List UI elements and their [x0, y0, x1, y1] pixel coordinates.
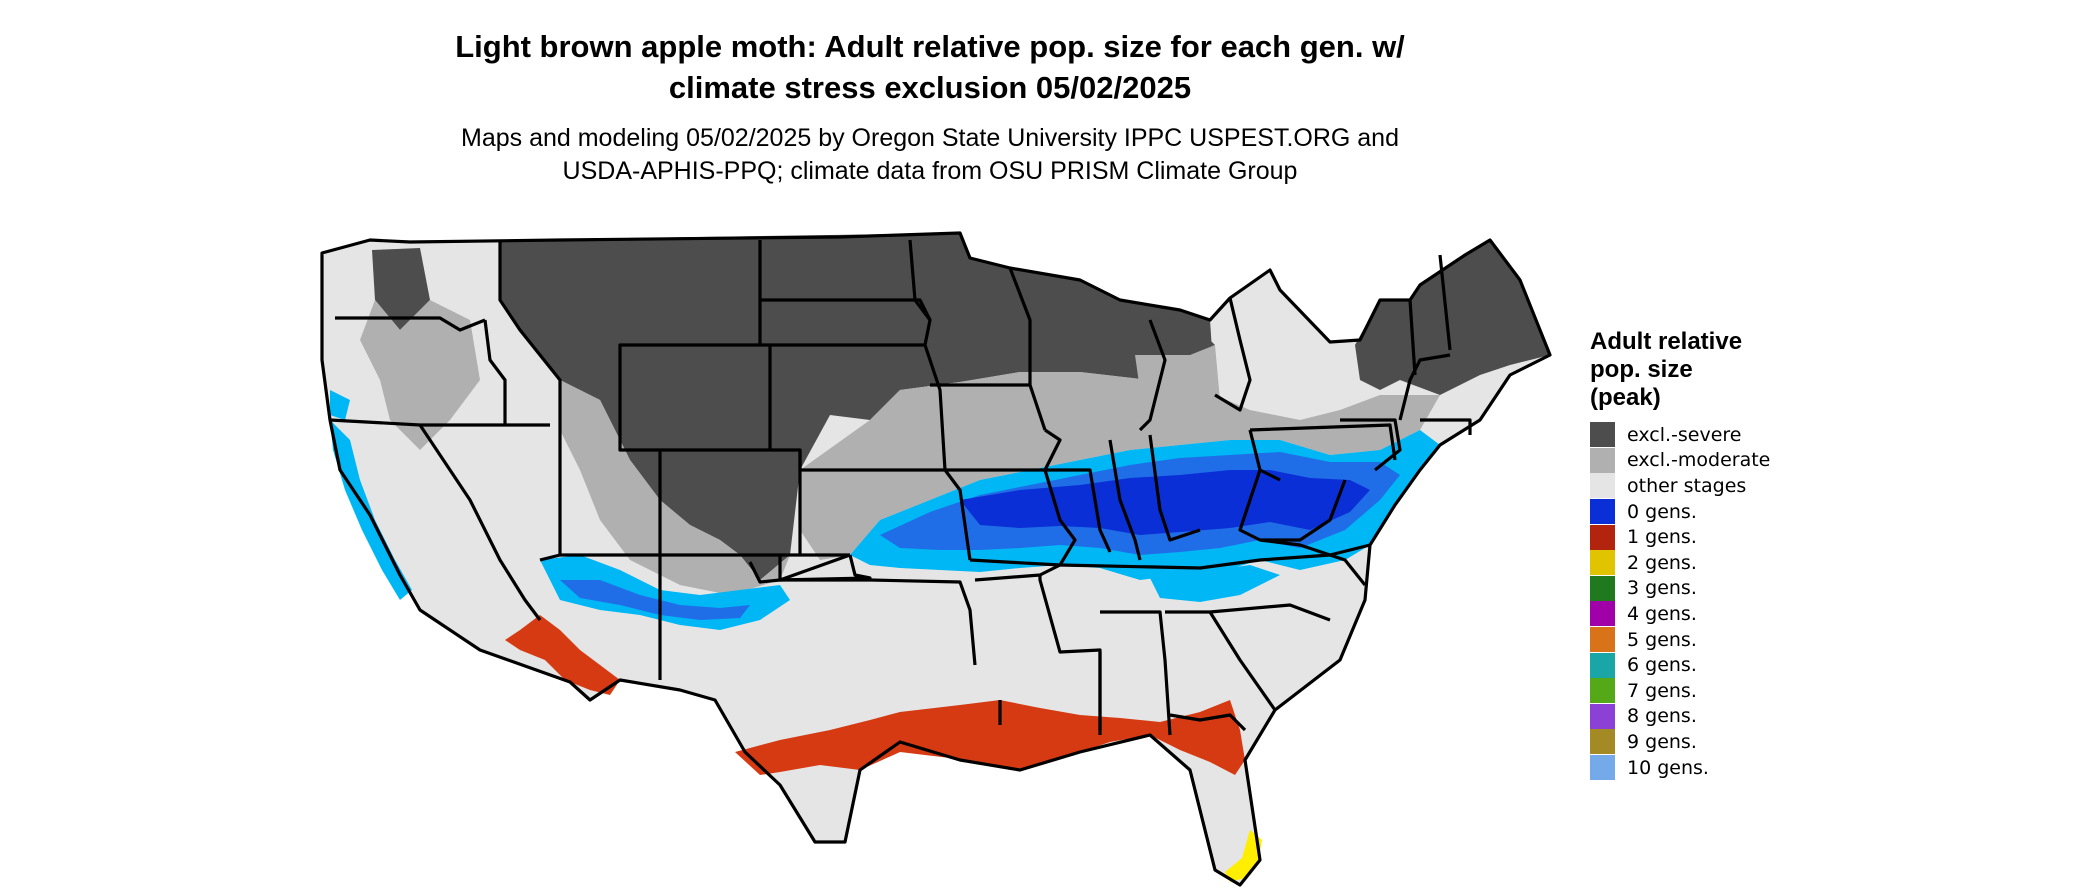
legend-swatch [1590, 627, 1615, 653]
legend-swatch [1590, 575, 1615, 601]
legend-item: 2 gens. [1590, 550, 1890, 576]
legend-label: excl.-moderate [1627, 449, 1771, 472]
excl-moderate-mountain [560, 380, 790, 595]
legend-label: 2 gens. [1627, 551, 1697, 574]
legend-item: 1 gens. [1590, 524, 1890, 550]
zero-gens-northwest [330, 390, 350, 420]
legend-label: excl.-severe [1627, 423, 1742, 446]
legend-item: excl.-severe [1590, 422, 1890, 448]
legend-item: 7 gens. [1590, 678, 1890, 704]
legend-swatch [1590, 755, 1615, 781]
legend-label: 3 gens. [1627, 577, 1697, 600]
legend-item: 10 gens. [1590, 755, 1890, 781]
legend-label: 7 gens. [1627, 679, 1697, 702]
excl-severe-northwest [372, 248, 430, 330]
legend-item: 4 gens. [1590, 601, 1890, 627]
legend-swatch [1590, 473, 1615, 499]
legend-swatch [1590, 550, 1615, 576]
legend-label: 5 gens. [1627, 628, 1697, 651]
legend-item: 0 gens. [1590, 499, 1890, 525]
legend-label: other stages [1627, 474, 1747, 497]
legend-label: 0 gens. [1627, 500, 1697, 523]
zero-gens-southwest-dark [560, 580, 750, 620]
legend-item: 9 gens. [1590, 729, 1890, 755]
legend-swatch [1590, 678, 1615, 704]
legend-swatch [1590, 499, 1615, 525]
legend-swatch [1590, 447, 1615, 473]
legend-label: 10 gens. [1627, 756, 1709, 779]
zero-gens-dark-band [960, 470, 1370, 535]
one-gen-gulf-coast [735, 700, 1245, 775]
legend-swatch [1590, 601, 1615, 627]
legend-item: 6 gens. [1590, 652, 1890, 678]
one-gen-arizona [505, 615, 620, 695]
us-map [300, 220, 1590, 892]
us-map-svg [320, 231, 1552, 887]
legend-label: 9 gens. [1627, 730, 1697, 753]
legend-swatch [1590, 729, 1615, 755]
zero-gens-tennessee [1150, 565, 1280, 602]
legend-swatch [1590, 652, 1615, 678]
legend-swatch [1590, 524, 1615, 550]
legend-swatch [1590, 422, 1615, 448]
legend-label: 8 gens. [1627, 705, 1697, 728]
legend-label: 4 gens. [1627, 602, 1697, 625]
map-title: Light brown apple moth: Adult relative p… [455, 29, 1405, 105]
legend-items: excl.-severe excl.-moderate other stages 0 … [1590, 422, 1890, 781]
state-borders [320, 231, 1552, 887]
legend-title: Adult relative pop. size (peak) [1590, 328, 1743, 411]
legend: Adult relative pop. size (peak) excl.-se… [1590, 328, 1890, 781]
two-gens-south-florida [1225, 830, 1262, 882]
legend-item: excl.-moderate [1590, 447, 1890, 474]
legend-label: 1 gens. [1627, 526, 1697, 549]
excl-severe-north [500, 233, 1215, 580]
legend-swatch [1590, 703, 1615, 729]
map-subtitle: Maps and modeling 05/02/2025 by Oregon S… [461, 124, 1399, 185]
legend-label: 6 gens. [1627, 654, 1697, 677]
legend-item: 3 gens. [1590, 575, 1890, 602]
excl-moderate-west [360, 300, 480, 450]
excl-moderate-central [800, 372, 1440, 560]
legend-item: 8 gens. [1590, 703, 1890, 730]
excl-severe-northeast [1355, 240, 1550, 395]
legend-item: 5 gens. [1590, 627, 1890, 653]
legend-item: other stages [1590, 473, 1890, 499]
